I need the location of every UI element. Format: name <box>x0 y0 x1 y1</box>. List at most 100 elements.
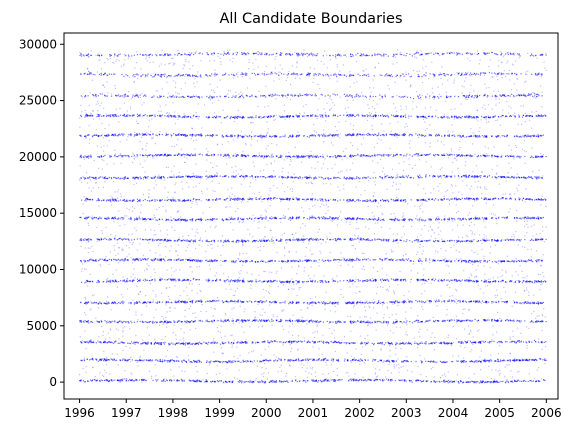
data-point <box>367 258 369 260</box>
data-point <box>425 301 427 303</box>
data-point <box>207 300 209 302</box>
data-point <box>343 360 346 362</box>
data-point <box>152 379 154 381</box>
data-point <box>133 258 135 260</box>
data-point <box>465 342 467 344</box>
data-point <box>281 319 283 321</box>
data-point <box>129 279 131 282</box>
data-point <box>531 239 533 241</box>
data-point <box>388 360 391 362</box>
data-point <box>350 302 352 304</box>
data-point <box>136 321 139 323</box>
data-point <box>132 199 135 201</box>
data-point <box>228 241 230 243</box>
data-point <box>447 260 449 262</box>
data-point <box>510 281 513 283</box>
data-point <box>120 379 122 381</box>
data-point <box>308 303 310 305</box>
data-point <box>100 321 103 323</box>
data-point <box>410 380 412 382</box>
data-point <box>381 343 383 345</box>
data-point <box>301 319 303 321</box>
data-point <box>100 320 102 322</box>
data-point <box>307 281 309 283</box>
data-point <box>99 358 101 361</box>
data-point <box>308 239 311 241</box>
data-point <box>185 342 187 344</box>
data-point <box>475 300 477 302</box>
data-point <box>138 217 140 219</box>
data-point <box>280 281 282 283</box>
data-point <box>106 218 109 220</box>
data-point <box>403 219 405 222</box>
data-point <box>511 260 514 262</box>
data-point <box>237 197 240 199</box>
data-point <box>353 217 355 219</box>
data-point <box>189 361 191 363</box>
data-point <box>410 343 413 345</box>
data-point <box>403 240 405 242</box>
data-point <box>334 280 336 282</box>
data-point <box>88 322 90 324</box>
data-point <box>136 302 138 304</box>
data-point <box>484 320 486 322</box>
data-point <box>349 280 351 282</box>
data-point <box>541 199 543 201</box>
data-point <box>446 218 449 220</box>
data-point <box>104 342 106 344</box>
data-point <box>498 281 500 283</box>
data-point <box>349 279 351 281</box>
data-point <box>163 343 166 345</box>
data-point <box>514 281 517 283</box>
data-point <box>468 261 470 263</box>
data-point <box>343 199 345 201</box>
data-point <box>334 380 337 382</box>
data-point <box>464 361 466 363</box>
data-point <box>485 360 488 362</box>
data-point <box>297 260 299 262</box>
data-point <box>291 217 294 220</box>
data-point <box>199 381 201 383</box>
data-point <box>346 302 348 304</box>
data-point <box>475 381 478 383</box>
data-point <box>323 216 325 218</box>
data-point <box>211 321 214 323</box>
data-point <box>421 199 423 201</box>
data-point <box>189 260 191 262</box>
data-point <box>163 360 165 362</box>
data-point <box>518 197 520 199</box>
data-point <box>430 342 432 345</box>
data-point <box>461 342 463 344</box>
data-point <box>153 259 155 261</box>
data-point <box>516 340 519 342</box>
data-point <box>366 200 369 203</box>
data-point <box>161 218 163 221</box>
data-point <box>345 260 347 262</box>
data-point <box>266 359 268 362</box>
data-point <box>306 259 308 261</box>
data-point <box>241 380 243 382</box>
data-point <box>263 380 265 382</box>
data-point <box>224 380 227 382</box>
data-point <box>365 218 367 220</box>
data-point <box>184 301 186 304</box>
data-point <box>256 342 259 344</box>
data-point <box>110 199 112 202</box>
data-point <box>442 361 444 364</box>
data-point <box>437 199 439 201</box>
data-point <box>201 219 203 221</box>
data-point <box>266 280 268 282</box>
data-point <box>446 279 448 281</box>
data-point <box>362 218 364 220</box>
data-point <box>510 380 512 383</box>
data-point <box>159 279 161 281</box>
data-point <box>357 320 359 322</box>
data-point <box>253 381 255 383</box>
data-point <box>306 379 308 382</box>
data-point <box>419 301 421 303</box>
data-point <box>310 217 313 219</box>
data-point <box>160 199 162 202</box>
data-point <box>110 341 112 343</box>
data-point <box>273 216 275 219</box>
data-point <box>131 359 133 361</box>
